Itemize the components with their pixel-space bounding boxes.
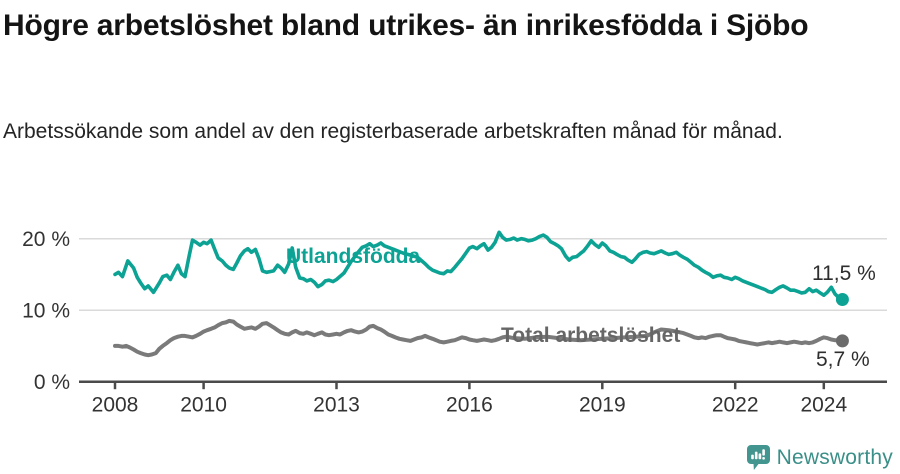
end-value-label-utlandsfodda: 11,5 % [812, 262, 876, 285]
page-title: Högre arbetslöshet bland utrikes- än inr… [3, 9, 809, 42]
x-axis-label: 2008 [92, 394, 139, 417]
end-value-label-total: 5,7 % [816, 348, 870, 371]
series-end-dot [835, 293, 849, 306]
x-axis-label: 2016 [446, 394, 493, 417]
series-end-dot [835, 334, 849, 348]
bar-chart-glyph [750, 449, 765, 460]
x-axis-label: 2019 [579, 394, 626, 417]
series-label-total-arbetsloshet: Total arbetslöshet [501, 324, 681, 347]
x-axis-label: 2013 [313, 394, 360, 417]
y-axis-label: 10 % [22, 300, 70, 323]
x-axis-label: 2024 [800, 394, 847, 417]
y-axis-label: 0 % [34, 371, 70, 394]
x-axis-label: 2022 [712, 394, 759, 417]
series-line-utlandsfodda [113, 230, 845, 302]
chart-subtitle: Arbetssökande som andel av den registerb… [3, 120, 783, 143]
x-axis-label: 2010 [180, 394, 227, 417]
bar-chart-speech-bubble-icon [746, 445, 770, 470]
series-line-total-arbetsloshet [113, 318, 845, 358]
newsworthy-logo[interactable]: Newsworthy [745, 444, 893, 471]
y-axis-label: 20 % [22, 228, 70, 251]
unemployment-line-chart: 0 % 10 % 20 % 2008 2010 2013 2016 2019 2022 2024 [22, 228, 887, 417]
series-label-utlandsfodda: Utlandsfödda [286, 245, 421, 268]
brand-name: Newsworthy [776, 445, 893, 469]
